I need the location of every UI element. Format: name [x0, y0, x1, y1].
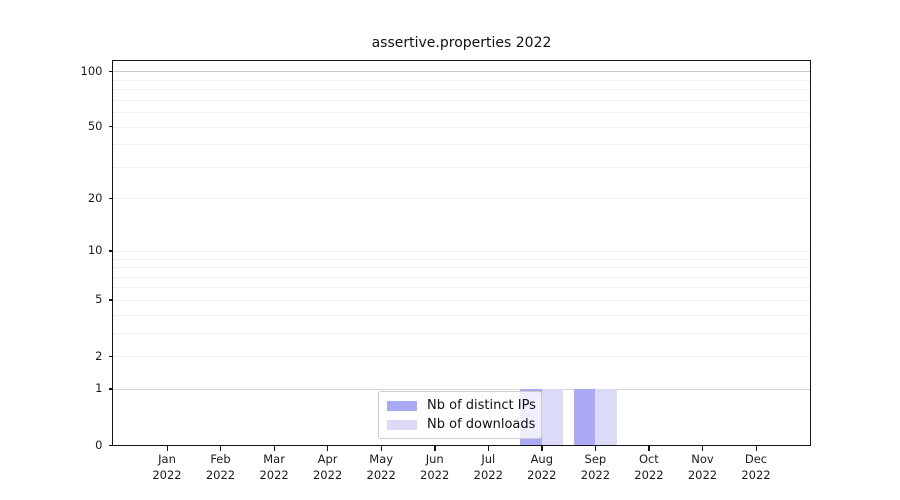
gridline	[113, 267, 810, 269]
legend-label-downloads: Nb of downloads	[427, 417, 536, 432]
x-tick-label: Oct 2022	[634, 452, 664, 482]
gridline	[113, 112, 810, 114]
y-tick-label: 20	[87, 190, 103, 205]
legend-swatch-distinct-ips	[387, 400, 417, 411]
gridline	[113, 79, 810, 81]
legend-swatch-downloads	[387, 419, 417, 430]
y-tick-mark	[108, 126, 113, 128]
chart-title: assertive.properties 2022	[371, 35, 552, 51]
gridline	[113, 144, 810, 146]
y-tick-mark	[108, 355, 113, 357]
x-tick-label: Sep 2022	[580, 452, 611, 482]
gridline	[113, 332, 810, 334]
bar-nb-of-distinct-ips-sep-2022	[573, 388, 596, 445]
x-tick-label: Jan 2022	[152, 452, 182, 482]
bar-nb-of-downloads-aug-2022	[541, 388, 564, 445]
y-tick-label: 100	[80, 63, 103, 78]
legend: Nb of distinct IPs Nb of downloads	[378, 391, 542, 439]
gridline	[113, 166, 810, 168]
x-tick-label: Jun 2022	[420, 452, 450, 482]
x-tick-label: Mar 2022	[259, 452, 289, 482]
x-tick-label: Nov 2022	[687, 452, 718, 482]
gridline	[113, 314, 810, 316]
gridline	[113, 89, 810, 91]
y-tick-mark	[108, 197, 113, 200]
gridline	[113, 250, 810, 252]
bar-nb-of-downloads-sep-2022	[595, 388, 617, 445]
gridline	[113, 126, 810, 128]
gridline	[113, 287, 810, 289]
x-tick-mark	[434, 446, 436, 451]
gridline	[113, 276, 810, 278]
gridline	[113, 258, 810, 260]
y-tick-label: 1	[95, 381, 103, 396]
y-tick-label: 5	[95, 292, 103, 307]
x-tick-label: Dec 2022	[741, 452, 771, 482]
y-tick-mark	[108, 444, 113, 446]
gridline	[113, 198, 810, 200]
gridline	[113, 299, 810, 301]
y-tick-label: 10	[87, 243, 103, 258]
x-tick-mark	[755, 446, 757, 451]
gridline	[113, 388, 810, 390]
x-tick-mark	[166, 446, 168, 451]
x-tick-label: May 2022	[366, 452, 396, 482]
x-tick-mark	[487, 446, 490, 451]
legend-item-downloads: Nb of downloads	[387, 417, 536, 432]
legend-item-distinct-ips: Nb of distinct IPs	[387, 398, 536, 413]
plot-area: Nb of distinct IPs Nb of downloads	[113, 61, 810, 445]
x-tick-label: Aug 2022	[527, 452, 557, 482]
y-tick-label: 50	[87, 119, 103, 134]
legend-label-distinct-ips: Nb of distinct IPs	[427, 398, 536, 413]
x-tick-mark	[220, 446, 222, 451]
y-tick-mark	[108, 388, 113, 390]
y-tick-label: 0	[95, 437, 103, 452]
x-tick-mark	[648, 446, 650, 451]
y-tick-mark	[108, 250, 113, 252]
x-tick-label: Apr 2022	[312, 452, 343, 482]
x-tick-mark	[541, 446, 543, 451]
gridline	[113, 99, 810, 101]
y-tick-mark	[108, 299, 113, 301]
x-tick-mark	[702, 446, 704, 451]
y-tick-mark	[108, 70, 113, 73]
x-tick-label: Jul 2022	[473, 452, 503, 482]
gridline	[113, 356, 810, 357]
x-tick-mark	[380, 446, 383, 451]
y-tick-label: 2	[95, 348, 103, 363]
gridline	[113, 71, 810, 73]
x-tick-label: Feb 2022	[205, 452, 236, 482]
x-tick-mark	[327, 446, 329, 451]
x-tick-mark	[273, 446, 275, 451]
x-tick-mark	[594, 446, 597, 451]
